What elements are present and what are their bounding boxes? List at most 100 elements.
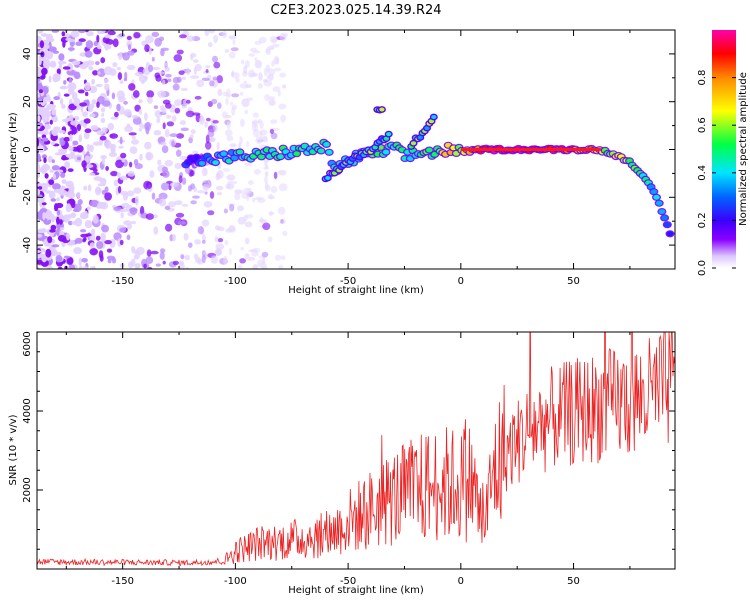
noise-speckle <box>96 130 104 136</box>
noise-speckle <box>65 37 72 42</box>
noise-speckle <box>112 62 118 68</box>
noise-speckle <box>113 179 119 187</box>
noise-speckle <box>97 45 102 50</box>
snr-y-axis-label: SNR (10 * v/v) <box>8 414 19 485</box>
noise-speckle <box>84 155 91 163</box>
colorbar-gradient <box>712 30 736 268</box>
noise-speckle <box>278 103 287 110</box>
noise-speckle <box>100 232 106 242</box>
noise-speckle <box>63 255 70 259</box>
noise-speckle <box>126 234 131 241</box>
noise-speckle <box>80 64 89 69</box>
noise-speckle <box>165 223 173 232</box>
noise-speckle <box>185 110 195 118</box>
spectrogram-x-tick-label: -50 <box>340 276 356 287</box>
noise-speckle <box>252 128 260 138</box>
noise-speckle <box>50 216 55 222</box>
noise-speckle <box>53 126 61 131</box>
noise-speckle <box>58 151 66 155</box>
noise-speckle <box>57 169 64 173</box>
noise-speckle <box>104 192 112 201</box>
noise-speckle <box>116 172 121 178</box>
noise-speckle <box>100 117 106 124</box>
noise-speckle <box>190 75 200 79</box>
ridge-point <box>212 160 219 166</box>
noise-speckle <box>268 193 274 200</box>
noise-speckle <box>61 179 67 184</box>
noise-speckle <box>56 209 61 216</box>
ridge-point <box>664 222 671 228</box>
noise-speckle <box>105 166 109 171</box>
noise-speckle <box>169 133 178 138</box>
noise-speckle <box>63 136 71 142</box>
ridge-point <box>293 151 300 157</box>
noise-speckle <box>66 233 71 241</box>
noise-speckle <box>138 108 143 115</box>
noise-speckle <box>134 71 144 77</box>
noise-speckle <box>104 83 110 91</box>
spectrogram-x-tick-label: 50 <box>567 276 580 287</box>
noise-speckle <box>148 64 154 72</box>
noise-speckle <box>244 109 249 115</box>
noise-speckle <box>101 224 109 233</box>
noise-speckle <box>226 135 234 142</box>
noise-speckle <box>77 199 83 205</box>
noise-speckle <box>253 168 261 175</box>
noise-speckle <box>239 136 243 145</box>
noise-speckle <box>217 226 225 232</box>
noise-speckle <box>128 161 133 168</box>
noise-speckle <box>146 249 152 257</box>
noise-speckle <box>155 75 162 82</box>
noise-speckle <box>75 41 83 46</box>
noise-speckle <box>113 206 122 211</box>
branch-point <box>383 136 389 141</box>
noise-speckle <box>257 83 263 89</box>
noise-speckle <box>128 132 137 136</box>
noise-speckle <box>158 192 168 200</box>
noise-speckle <box>145 256 154 265</box>
noise-speckle <box>157 159 162 166</box>
ridge-point <box>661 215 668 221</box>
noise-speckle <box>204 30 210 37</box>
noise-speckle <box>172 76 180 84</box>
chart-title: C2E3.2023.025.14.39.R24 <box>270 3 441 18</box>
noise-speckle <box>39 208 48 214</box>
noise-speckle <box>37 196 45 203</box>
noise-speckle <box>58 189 68 196</box>
noise-speckle <box>161 145 169 154</box>
noise-speckle <box>174 162 182 170</box>
noise-speckle <box>61 157 69 161</box>
noise-speckle <box>203 201 213 208</box>
noise-speckle <box>83 118 91 124</box>
colorbar-tick-label: 0.4 <box>697 165 708 181</box>
noise-speckle <box>216 142 220 151</box>
noise-speckle <box>223 255 228 265</box>
noise-speckle <box>232 39 236 45</box>
noise-speckle <box>38 89 44 94</box>
noise-speckle <box>56 197 60 202</box>
noise-speckle <box>119 175 129 181</box>
noise-speckle <box>144 44 151 53</box>
noise-speckle <box>120 190 129 196</box>
noise-speckle <box>164 66 170 72</box>
noise-speckle <box>56 68 61 75</box>
noise-speckle <box>51 115 58 123</box>
noise-speckle <box>269 128 274 134</box>
noise-speckle <box>78 265 83 269</box>
noise-speckle <box>133 90 140 98</box>
noise-speckle <box>180 87 188 92</box>
noise-speckle <box>73 71 81 80</box>
noise-speckle <box>189 134 194 139</box>
noise-speckle <box>65 203 72 213</box>
noise-speckle <box>88 172 96 176</box>
noise-speckle <box>240 118 245 128</box>
colorbar-tick-label: 0.2 <box>697 212 708 228</box>
noise-speckle <box>52 130 58 136</box>
ridge-point <box>426 147 433 153</box>
noise-speckle <box>216 102 222 109</box>
noise-speckle <box>251 250 259 257</box>
noise-speckle <box>228 35 237 40</box>
noise-speckle <box>264 161 268 167</box>
noise-speckle <box>44 173 49 179</box>
noise-speckle <box>277 90 281 97</box>
